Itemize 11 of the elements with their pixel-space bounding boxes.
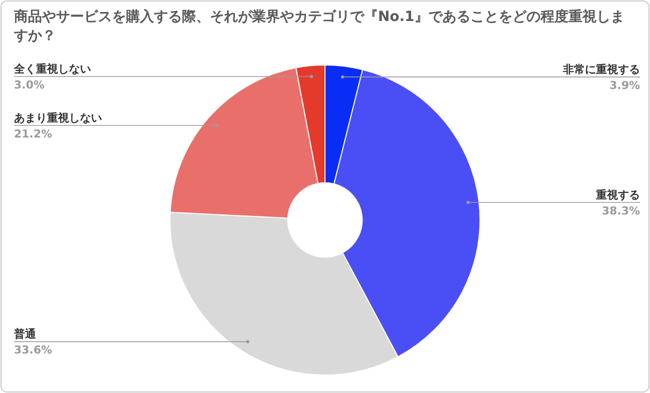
data-label: 33.6% [14,344,52,357]
data-label: 3.9% [609,78,640,92]
slice-label: あまり重視しない [14,111,102,124]
slice-label: 非常に重視する [562,62,640,76]
data-label: 3.0% [14,78,45,92]
chart-title: 商品やサービスを購入する際、それが業界やカテゴリで『No.1』であることをどの程度重視しますか？ [14,8,626,46]
slice-label: 重視する [595,188,640,202]
slice-label: 普通 [13,328,37,341]
data-label: 21.2% [14,127,52,140]
slice-label: 全く重視しない [13,62,91,76]
data-label: 38.3% [602,204,640,218]
